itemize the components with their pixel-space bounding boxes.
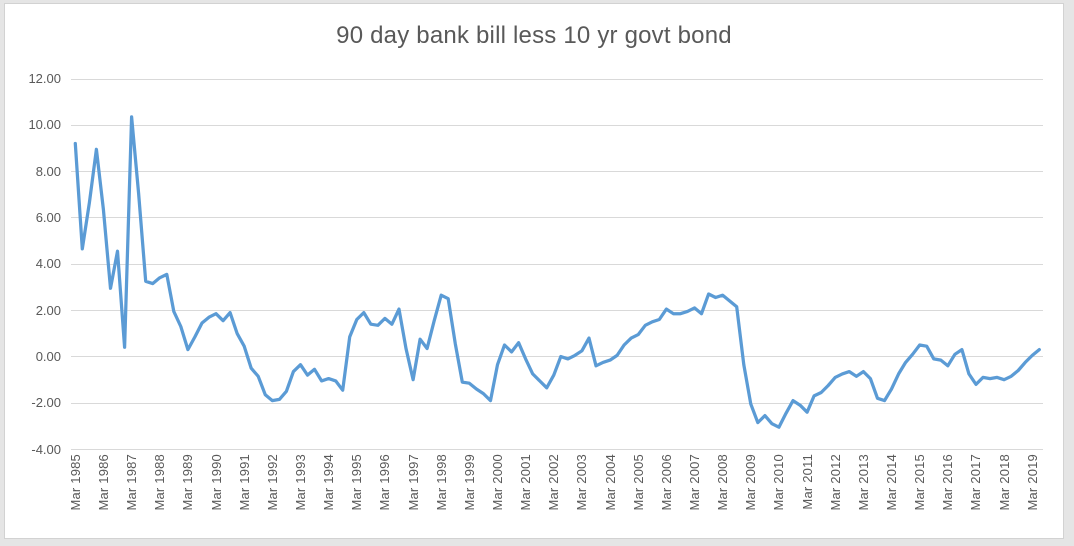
y-axis-tick-label: -2.00: [31, 395, 61, 411]
x-axis-tick-label: Mar 1990: [208, 454, 224, 511]
x-axis-tick-label: Mar 1991: [236, 454, 252, 511]
x-axis-tick-label: Mar 1999: [461, 454, 477, 511]
x-axis-tick-label: Mar 1998: [433, 454, 449, 511]
x-axis-tick-label: Mar 2006: [658, 454, 674, 511]
x-axis-tick-label: Mar 1989: [180, 454, 196, 511]
x-axis-tick-label: Mar 1988: [152, 454, 168, 511]
y-axis-tick-label: 0.00: [35, 348, 61, 364]
x-axis-tick-label: Mar 1985: [67, 454, 83, 511]
major-gridline: [71, 310, 1043, 312]
x-axis-tick-label: Mar 2000: [489, 454, 505, 511]
major-gridline: [71, 217, 1043, 219]
major-gridline: [71, 356, 1043, 358]
chart-area: 90 day bank bill less 10 yr govt bond 12…: [4, 3, 1064, 539]
x-axis-tick-label: Mar 1995: [349, 454, 365, 511]
x-axis-tick-label: Mar 2008: [715, 454, 731, 511]
x-axis-tick-label: Mar 2014: [884, 454, 900, 511]
y-axis-tick-label: -4.00: [31, 441, 61, 457]
chart-title: 90 day bank bill less 10 yr govt bond: [336, 22, 732, 49]
x-axis-tick-label: Mar 2012: [827, 454, 843, 511]
x-axis-tick-label: Mar 1996: [377, 454, 393, 511]
x-axis-tick-label: Mar 2016: [940, 454, 956, 511]
major-gridline: [71, 449, 1043, 451]
major-gridline: [71, 124, 1043, 126]
y-axis-tick-label: 10.00: [28, 117, 61, 133]
x-axis-tick-label: Mar 1997: [405, 454, 421, 511]
x-axis-tick-label: Mar 2011: [799, 454, 815, 510]
x-axis-tick-label: Mar 1987: [124, 454, 140, 511]
x-axis-tick-label: Mar 2015: [912, 454, 928, 511]
x-axis-tick-label: Mar 2017: [968, 454, 984, 511]
y-axis-tick-label: 8.00: [35, 163, 61, 179]
major-gridline: [71, 78, 1043, 80]
x-axis-tick-label: Mar 2003: [574, 454, 590, 511]
x-axis-tick-label: Mar 2013: [855, 454, 871, 511]
major-gridline: [71, 171, 1043, 173]
x-axis-tick-label: Mar 2005: [630, 454, 646, 511]
x-axis-tick-label: Mar 2019: [1024, 454, 1040, 511]
x-axis-tick-label: Mar 2007: [687, 454, 702, 511]
x-axis-tick-label: Mar 2002: [546, 454, 562, 511]
x-axis-tick-label: Mar 1986: [95, 454, 111, 511]
major-gridline: [71, 402, 1043, 404]
y-axis-tick-label: 6.00: [35, 209, 61, 225]
y-axis-tick-label: 12.00: [28, 71, 61, 86]
x-axis-tick-label: Mar 2010: [771, 454, 787, 511]
y-axis-tick-label: 2.00: [35, 302, 61, 318]
x-axis-tick-label: Mar 1994: [321, 454, 337, 511]
x-axis-tick-label: Mar 2018: [996, 454, 1012, 511]
x-axis-tick-label: Mar 1993: [292, 454, 308, 511]
y-axis-tick-label: 4.00: [35, 256, 61, 272]
x-axis-tick-label: Mar 1992: [264, 454, 280, 511]
major-gridline: [71, 263, 1043, 265]
x-axis-tick-label: Mar 2001: [518, 454, 534, 511]
x-axis-tick-label: Mar 2009: [743, 454, 759, 511]
x-axis-tick-label: Mar 2004: [602, 454, 618, 511]
